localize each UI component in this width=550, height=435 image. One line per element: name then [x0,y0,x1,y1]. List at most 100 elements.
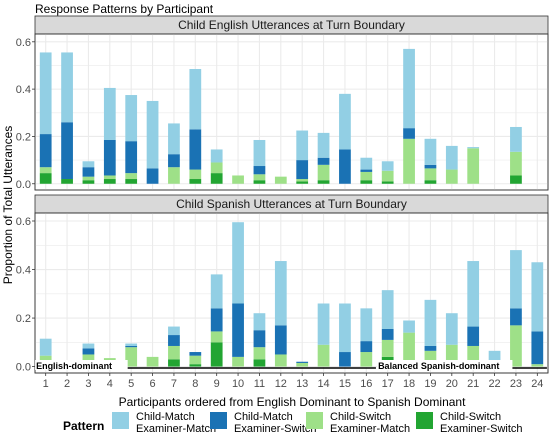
bar-segment-child-match-examiner-match [189,69,202,130]
bar-segment-child-match-examiner-switch [39,134,52,168]
bar-segment-child-switch-examiner-match [232,356,244,367]
x-axis-tick-labels: 1 2 3 4 5 6 7 8 9 10 11 12 13 14 15 16 17 18 19 20 21 22 23 24 [43,373,543,390]
bar-segment-child-match-examiner-switch [189,352,202,356]
panel-1: Child English Utterances at Turn Boundar… [16,15,549,191]
bar-segment-child-match-examiner-switch [82,167,95,177]
x-tick-label: 13 [296,378,308,390]
bar-segment-child-switch-examiner-match [210,162,223,174]
bar-segment-child-match-examiner-match [381,290,394,329]
bar-segment-child-match-examiner-match [274,261,287,326]
bar-segment-child-switch-examiner-switch [210,342,223,367]
bar-segment-child-switch-examiner-switch [168,359,180,367]
bar-segment-child-match-examiner-match [168,123,180,155]
bar-segment-child-match-examiner-match [339,303,351,353]
bar-segment-child-switch-examiner-match [125,173,138,180]
bar-segment-child-match-examiner-switch [296,361,309,363]
bar-segment-child-match-examiner-match [317,303,330,345]
bar-segment-child-switch-examiner-match [317,164,330,181]
bar-segment-child-switch-examiner-match [232,175,244,184]
group-label: English-dominant [36,361,112,371]
bar-segment-child-match-examiner-switch [274,325,287,355]
bar-segment-child-switch-examiner-match [274,354,287,367]
y-tick-label: 0.2 [16,131,31,143]
bar-segment-child-switch-examiner-match [82,176,95,181]
x-tick-label: 23 [510,378,522,390]
bar-segment-child-switch-examiner-match [360,171,373,181]
bar-segment-child-match-examiner-match [467,261,480,327]
group-label: Spanish-dominant [421,361,500,371]
bar-segment-child-switch-examiner-match [510,325,522,367]
bar-segment-child-switch-examiner-match [467,148,480,184]
bar-segment-child-match-examiner-match [82,161,95,168]
bar-segment-child-match-examiner-match [168,326,180,336]
bar-segment-child-switch-examiner-match [531,364,544,367]
panel-2: Child Spanish Utterances at Turn Boundar… [16,194,549,374]
bar-segment-child-match-examiner-match [510,250,522,309]
group-label-background [377,360,425,370]
bars [39,48,522,184]
bar-segment-child-switch-examiner-match [467,345,480,367]
bar-segment-child-match-examiner-match [360,157,373,170]
bar-segment-child-match-examiner-switch [424,345,437,351]
bar-segment-child-match-examiner-match [360,308,373,342]
bar-segment-child-match-examiner-match [39,52,52,135]
bar-segment-child-switch-examiner-switch [424,180,437,184]
bar-segment-child-match-examiner-switch [467,326,480,346]
bar-segment-child-switch-examiner-match [189,169,202,180]
chart-panels: Child English Utterances at Turn Boundar… [16,15,549,374]
group-spanish-dominant: Spanish-dominant [419,360,547,371]
y-tick-label: 0.2 [16,313,31,325]
bar-segment-child-match-examiner-match [403,48,415,129]
legend-label-line1: Child-Match [234,411,293,423]
x-tick-label: 8 [192,378,198,390]
bar-segment-child-match-examiner-match [210,149,223,163]
bar-segment-child-switch-examiner-match [510,151,522,176]
bar-segment-child-switch-examiner-switch [317,180,330,184]
y-tick-label: 0.0 [16,179,31,191]
bar-segment-child-switch-examiner-match [445,169,458,184]
bar-segment-child-switch-examiner-match [296,362,309,367]
bar-segment-child-match-examiner-match [61,52,73,123]
bar-segment-child-match-examiner-match [510,126,522,152]
legend-label-line2: Examiner-Switch [440,423,523,435]
x-tick-label: 2 [64,378,70,390]
bar-segment-child-match-examiner-switch [168,154,180,168]
bar-segment-child-match-examiner-match [488,350,501,367]
gridlines [35,34,548,190]
bar-segment-child-match-examiner-switch [339,149,351,184]
x-tick-label: 4 [107,378,113,390]
x-tick-label: 6 [150,378,156,390]
bar-segment-child-match-examiner-match [82,343,95,349]
bar-segment-child-match-examiner-switch [360,169,373,172]
x-tick-label: 5 [128,378,134,390]
bar-segment-child-match-examiner-match [253,139,266,167]
bar-segment-child-match-examiner-match [103,87,116,140]
x-tick-label: 21 [467,378,479,390]
bar-segment-child-switch-examiner-match [253,174,266,181]
bar-segment-child-match-examiner-switch [210,308,223,332]
legend-title: Pattern [63,419,104,433]
legend-label-line2: Examiner-Switch [234,423,317,435]
panel-title: Child Spanish Utterances at Turn Boundar… [176,197,407,211]
chart-title: Response Patterns by Participant [35,2,214,16]
bars [39,222,544,367]
legend-swatch [210,412,227,429]
bar-segment-child-match-examiner-match [232,222,244,304]
bar-segment-child-switch-examiner-switch [82,180,95,184]
bar-segment-child-switch-examiner-switch [510,175,522,184]
x-tick-label: 22 [488,378,500,390]
bar-segment-child-match-examiner-switch [103,139,116,176]
x-tick-label: 11 [254,378,265,390]
x-tick-label: 3 [85,378,91,390]
bar-segment-child-switch-examiner-match [189,355,202,365]
bar-segment-child-match-examiner-switch [381,328,394,340]
plot-border [34,33,549,191]
bar-segment-child-switch-examiner-match [168,167,180,184]
bar-segment-child-switch-examiner-match [274,176,287,184]
plot-area [34,212,549,374]
bar-segment-child-switch-examiner-switch [125,179,138,184]
x-tick-label: 12 [275,378,287,390]
bar-segment-child-match-examiner-match [445,313,458,345]
